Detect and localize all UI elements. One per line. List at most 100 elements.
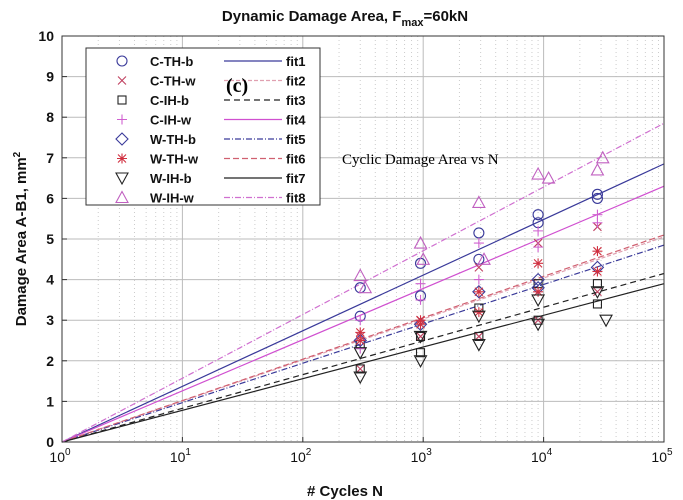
fit-line-fit3 — [61, 272, 665, 443]
legend-label: W-TH-b — [150, 132, 196, 147]
data-point-C-IH-b — [592, 279, 602, 289]
data-point-W-IH-b — [471, 310, 486, 324]
data-point-W-IH-b — [531, 318, 546, 332]
data-point-W-IH-b — [353, 347, 368, 360]
legend-label: W-IH-b — [150, 171, 192, 186]
x-axis-label: # Cycles N — [307, 483, 383, 500]
legend-marker-W-IH-w — [115, 190, 129, 204]
data-point-W-IH-w — [413, 235, 428, 249]
legend-item: C-IH-w fit4 — [117, 113, 306, 128]
data-point-W-IH-w — [358, 280, 373, 294]
legend-fit-label: fit2 — [286, 74, 306, 89]
legend-item: C-TH-w fit2 — [117, 74, 306, 89]
fit-line-fit2 — [61, 236, 665, 443]
y-tick-label: 3 — [46, 312, 54, 328]
data-point-C-TH-b — [473, 227, 485, 239]
y-tick-label: 9 — [46, 69, 54, 85]
data-point-C-IH-w — [473, 274, 484, 285]
legend-marker-W-IH-b — [115, 172, 129, 186]
y-axis-label: Damage Area A-B1, mm2 — [12, 151, 30, 326]
legend-label: W-TH-w — [150, 152, 199, 167]
data-point-C-TH-b — [591, 188, 603, 200]
x-tick-label: 103 — [411, 447, 433, 465]
data-point-C-TH-b — [532, 209, 544, 221]
legend-marker-C-IH-w — [117, 114, 127, 125]
legend-label: W-IH-w — [150, 191, 195, 206]
data-point-W-TH-w — [473, 307, 484, 318]
data-point-C-IH-b — [592, 299, 602, 309]
data-point-W-TH-b — [353, 333, 368, 348]
legend-marker-W-TH-w — [117, 153, 127, 164]
data-point-W-IH-w — [416, 252, 431, 265]
data-point-C-IH-b — [533, 315, 543, 325]
legend-fit-label: fit5 — [286, 132, 306, 147]
legend-label: C-TH-b — [150, 54, 193, 69]
data-point-W-TH-w — [592, 266, 603, 277]
legend-item: C-IH-b fit3 — [117, 93, 306, 108]
data-point-W-IH-b — [353, 371, 368, 385]
legend-marker-C-TH-b — [116, 55, 128, 67]
x-tick-label: 102 — [290, 447, 312, 465]
chart-title: Dynamic Damage Area, Fmax=60kN — [222, 8, 468, 29]
data-point-C-IH-b — [355, 364, 365, 374]
legend-marker-C-TH-w — [117, 76, 127, 85]
legend-label: C-IH-w — [150, 113, 192, 128]
data-point-C-IH-w — [355, 315, 366, 326]
data-point-C-TH-b — [591, 192, 603, 204]
legend-fit-label: fit7 — [286, 171, 306, 186]
data-point-C-IH-w — [533, 225, 544, 236]
panel-label: (c) — [226, 75, 248, 97]
data-point-W-IH-w — [595, 150, 610, 164]
x-tick-label: 104 — [531, 447, 553, 465]
legend-item: W-IH-b fit7 — [115, 171, 306, 186]
legend-fit-label: fit8 — [286, 191, 306, 206]
legend-label: C-IH-b — [150, 93, 189, 108]
data-point-W-IH-w — [477, 252, 491, 265]
legend-item: W-TH-b fit5 — [115, 132, 306, 147]
data-point-W-IH-b — [413, 355, 428, 368]
x-tick-label: 101 — [170, 447, 192, 465]
legend-fit-label: fit6 — [286, 152, 306, 167]
data-point-C-TH-w — [416, 332, 425, 341]
data-point-W-IH-b — [471, 339, 486, 352]
data-point-W-TH-w — [533, 286, 544, 297]
y-tick-label: 0 — [46, 434, 54, 450]
y-tick-label: 5 — [46, 231, 54, 247]
fit-line-fit8 — [61, 122, 665, 443]
y-tick-label: 6 — [46, 190, 54, 206]
data-point-W-TH-w — [533, 258, 544, 269]
data-point-C-IH-b — [415, 348, 426, 358]
data-point-C-IH-w — [415, 294, 426, 305]
data-point-C-IH-w — [592, 217, 603, 228]
legend-item: C-TH-b fit1 — [116, 54, 306, 69]
data-point-C-IH-b — [415, 331, 426, 341]
y-tick-label: 7 — [46, 150, 54, 166]
y-tick-label: 2 — [46, 353, 54, 369]
legend-fit-label: fit3 — [286, 93, 306, 108]
y-tick-label: 8 — [46, 109, 54, 125]
data-point-W-TH-b — [531, 272, 545, 287]
legend-marker-C-IH-b — [117, 95, 127, 105]
legend-item: W-IH-w fit8 — [115, 190, 306, 206]
data-point-W-IH-w — [531, 166, 546, 180]
data-point-C-IH-w — [415, 278, 426, 289]
fit-line-fit1 — [61, 163, 665, 443]
data-point-W-TH-w — [355, 327, 366, 338]
data-point-W-IH-w — [590, 162, 605, 176]
legend-item: W-TH-w fit6 — [117, 152, 306, 167]
data-point-W-IH-w — [471, 195, 486, 209]
data-point-W-TH-w — [592, 246, 603, 257]
data-point-C-IH-b — [474, 331, 484, 341]
y-tick-label: 10 — [38, 28, 54, 44]
data-point-C-TH-w — [533, 315, 543, 325]
legend-marker-W-TH-b — [115, 132, 129, 146]
data-point-W-IH-b — [531, 294, 546, 308]
data-point-W-IH-w — [541, 170, 556, 184]
data-point-W-TH-b — [413, 317, 428, 332]
data-point-C-IH-w — [473, 238, 484, 249]
fit-line-fit7 — [61, 283, 665, 443]
x-tick-label: 105 — [651, 447, 673, 465]
y-tick-label: 1 — [46, 393, 54, 409]
